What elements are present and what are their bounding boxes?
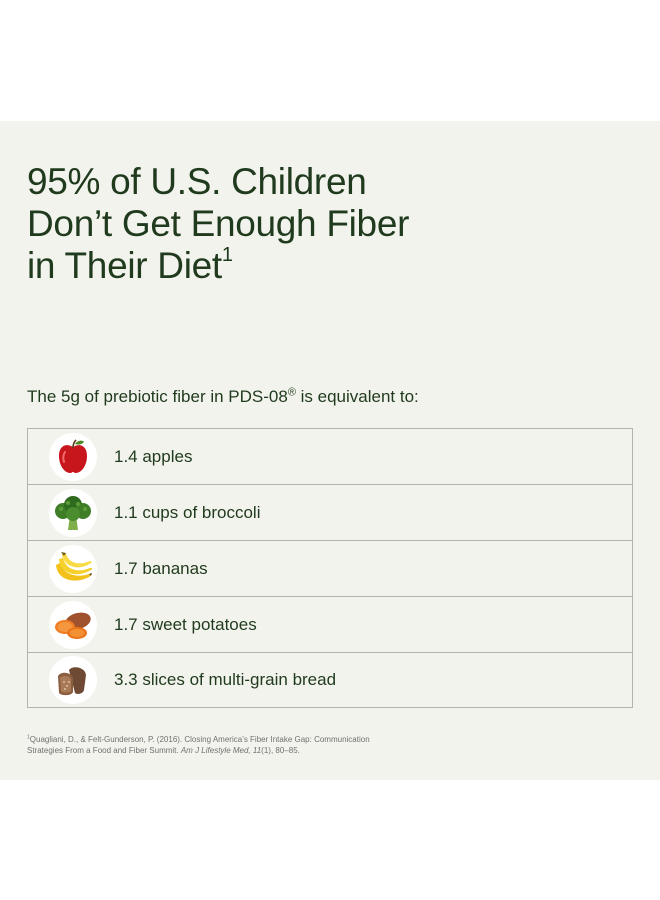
headline-footnote-mark: 1 — [221, 244, 233, 266]
table-row: 1.7 bananas — [28, 541, 632, 597]
bread-icon — [49, 656, 97, 704]
row-label: 1.4 apples — [114, 446, 193, 466]
headline: 95% of U.S. Children Don’t Get Enough Fi… — [27, 161, 587, 287]
fiber-equivalents-table: 1.4 apples 1.1 cups of broccoli — [27, 428, 633, 708]
headline-line-3-text: in Their Diet — [27, 245, 222, 286]
table-row: 1.7 sweet potatoes — [28, 597, 632, 653]
content-panel — [0, 121, 660, 780]
footnote-issue: (1), 80–85. — [261, 746, 300, 755]
fiber-intro-text: The 5g of prebiotic fiber in PDS-08® is … — [27, 386, 419, 408]
footnote-line-1: Quagliani, D., & Felt-Gunderson, P. (201… — [29, 735, 370, 744]
row-label: 3.3 slices of multi-grain bread — [114, 670, 337, 689]
footnote-journal: Am J Lifestyle Med, 11 — [180, 746, 262, 755]
banana-icon — [49, 544, 97, 593]
row-label: 1.7 bananas — [114, 558, 208, 578]
headline-line-3: in Their Diet1 — [27, 245, 587, 287]
broccoli-icon — [49, 488, 97, 537]
row-label: 1.1 cups of broccoli — [114, 502, 261, 522]
table-row: 1.4 apples — [28, 429, 632, 485]
table-row: 3.3 slices of multi-grain bread — [28, 653, 632, 707]
registered-mark: ® — [287, 386, 296, 399]
headline-line-1: 95% of U.S. Children — [27, 161, 367, 202]
footnote-line-2: Strategies From a Food and Fiber Summit. — [27, 746, 181, 755]
footnote-mark: 1 — [27, 734, 30, 741]
table-row: 1.1 cups of broccoli — [28, 485, 632, 541]
sweet-potato-icon — [49, 600, 97, 649]
row-label: 1.7 sweet potatoes — [114, 614, 257, 634]
intro-text-before: The 5g of prebiotic fiber in PDS-08 — [27, 387, 288, 406]
headline-line-2: Don’t Get Enough Fiber — [27, 203, 410, 244]
apple-icon — [49, 432, 97, 481]
citation-footnote: 1Quagliani, D., & Felt-Gunderson, P. (20… — [27, 734, 447, 756]
intro-text-after: is equivalent to: — [295, 387, 419, 406]
